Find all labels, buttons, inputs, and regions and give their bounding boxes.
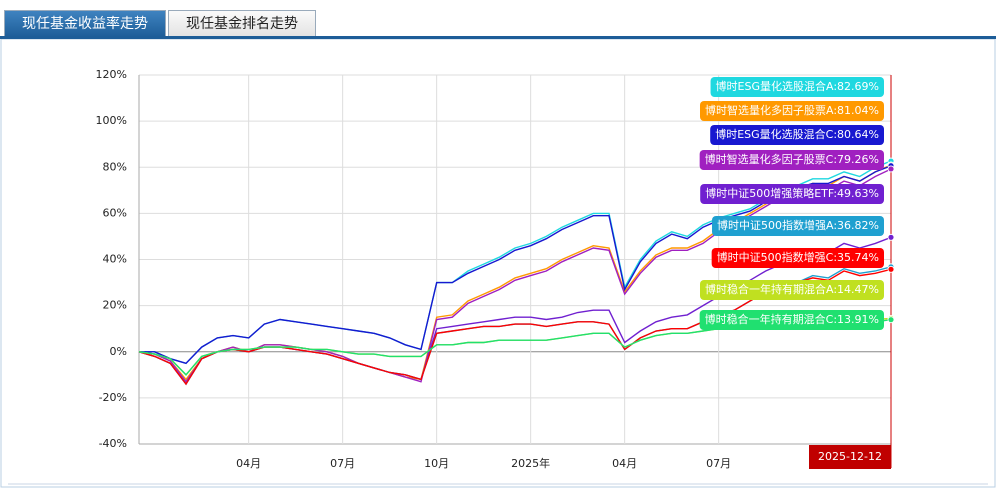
end-value-label: :79.26%	[833, 153, 879, 166]
end-label-text: 博时智选量化多因子股票C:79.26%	[705, 152, 879, 166]
series-name: 博时智选量化多因子股票C	[705, 152, 834, 166]
end-value-label: :82.69%	[833, 80, 879, 93]
end-label-text: 博时稳合一年持有期混合C:13.91%	[705, 312, 879, 326]
x-tick-label: 07月	[706, 457, 731, 470]
end-label: 博时中证500指数增强A:36.82%	[712, 216, 884, 236]
end-value-label: :14.47%	[833, 283, 879, 296]
series-name: 博时智选量化多因子股票A	[705, 103, 834, 117]
end-label: 博时稳合一年持有期混合A:14.47%	[700, 280, 884, 300]
end-label: 博时智选量化多因子股票C:79.26%	[699, 150, 884, 170]
end-label-text: 博时智选量化多因子股票A:81.04%	[705, 103, 879, 117]
end-point	[887, 165, 895, 173]
x-tick-label: 2025年	[511, 456, 550, 470]
x-tick-label: 04月	[612, 457, 637, 470]
end-label: 博时ESG量化选股混合A:82.69%	[710, 77, 884, 97]
y-tick-label: 60%	[103, 206, 127, 219]
tab-bar: 现任基金收益率走势 现任基金排名走势	[4, 10, 318, 37]
series-name: 博时ESG量化选股混合C	[715, 127, 833, 141]
y-tick-label: 80%	[103, 160, 127, 173]
x-tick-label: 04月	[236, 457, 261, 470]
end-label-bg	[700, 101, 884, 121]
end-label-text: 博时中证500指数增强A:36.82%	[717, 218, 879, 232]
series-line	[138, 168, 892, 383]
end-value-label: :13.91%	[833, 313, 879, 326]
end-value-label: :36.82%	[833, 219, 879, 232]
x-tick-label: 07月	[330, 457, 355, 470]
series-name: 博时稳合一年持有期混合C	[705, 312, 834, 326]
end-label: 博时ESG量化选股混合C:80.64%	[710, 125, 884, 145]
y-tick-label: -20%	[99, 391, 127, 404]
y-tick-label: -40%	[99, 437, 127, 450]
end-point	[887, 265, 895, 273]
end-label-text: 博时中证500指数增强C:35.74%	[717, 250, 879, 264]
series-name: 博时ESG量化选股混合A	[716, 79, 834, 93]
end-label-text: 博时ESG量化选股混合C:80.64%	[715, 127, 879, 141]
series-name: 博时中证500增强策略ETF	[705, 186, 834, 200]
y-tick-label: 100%	[96, 114, 127, 127]
y-tick-label: 120%	[96, 68, 127, 81]
end-label-bg	[700, 184, 884, 204]
end-label-bg	[710, 125, 884, 145]
end-value-label: :35.74%	[833, 251, 879, 264]
end-label: 博时稳合一年持有期混合C:13.91%	[699, 310, 884, 330]
tab[interactable]: 现任基金排名走势	[168, 10, 316, 37]
end-label: 博时中证500指数增强C:35.74%	[711, 248, 884, 268]
end-label: 博时智选量化多因子股票A:81.04%	[700, 101, 884, 121]
tab-underline	[0, 36, 996, 39]
end-point	[887, 233, 895, 241]
frame	[0, 38, 996, 488]
y-tick-label: 40%	[103, 253, 127, 266]
end-label-bg	[711, 248, 884, 268]
end-label-text: 博时稳合一年持有期混合A:14.47%	[705, 282, 879, 296]
end-label-bg	[700, 280, 884, 300]
x-tick-label: 10月	[424, 457, 449, 470]
y-tick-label: 0%	[110, 345, 127, 358]
series-name: 博时中证500指数增强A	[717, 218, 834, 232]
end-label-bg	[699, 150, 884, 170]
end-label-bg	[710, 77, 884, 97]
end-label: 博时中证500增强策略ETF:49.63%	[700, 184, 884, 204]
series-name: 博时稳合一年持有期混合A	[705, 282, 834, 296]
end-label-text: 博时ESG量化选股混合A:82.69%	[716, 79, 879, 93]
end-value-label: :80.64%	[833, 128, 879, 141]
end-point	[887, 316, 895, 324]
end-label-bg	[699, 310, 884, 330]
crosshair-label: 2025-12-12	[818, 450, 882, 463]
tab[interactable]: 现任基金收益率走势	[4, 10, 166, 37]
end-value-label: :81.04%	[833, 104, 879, 117]
crosshair-label-bg	[809, 445, 891, 469]
y-tick-label: 20%	[103, 299, 127, 312]
end-label-bg	[712, 216, 884, 236]
end-value-label: :49.63%	[833, 187, 879, 200]
end-label-text: 博时中证500增强策略ETF:49.63%	[705, 186, 879, 200]
series-name: 博时中证500指数增强C	[717, 250, 834, 264]
